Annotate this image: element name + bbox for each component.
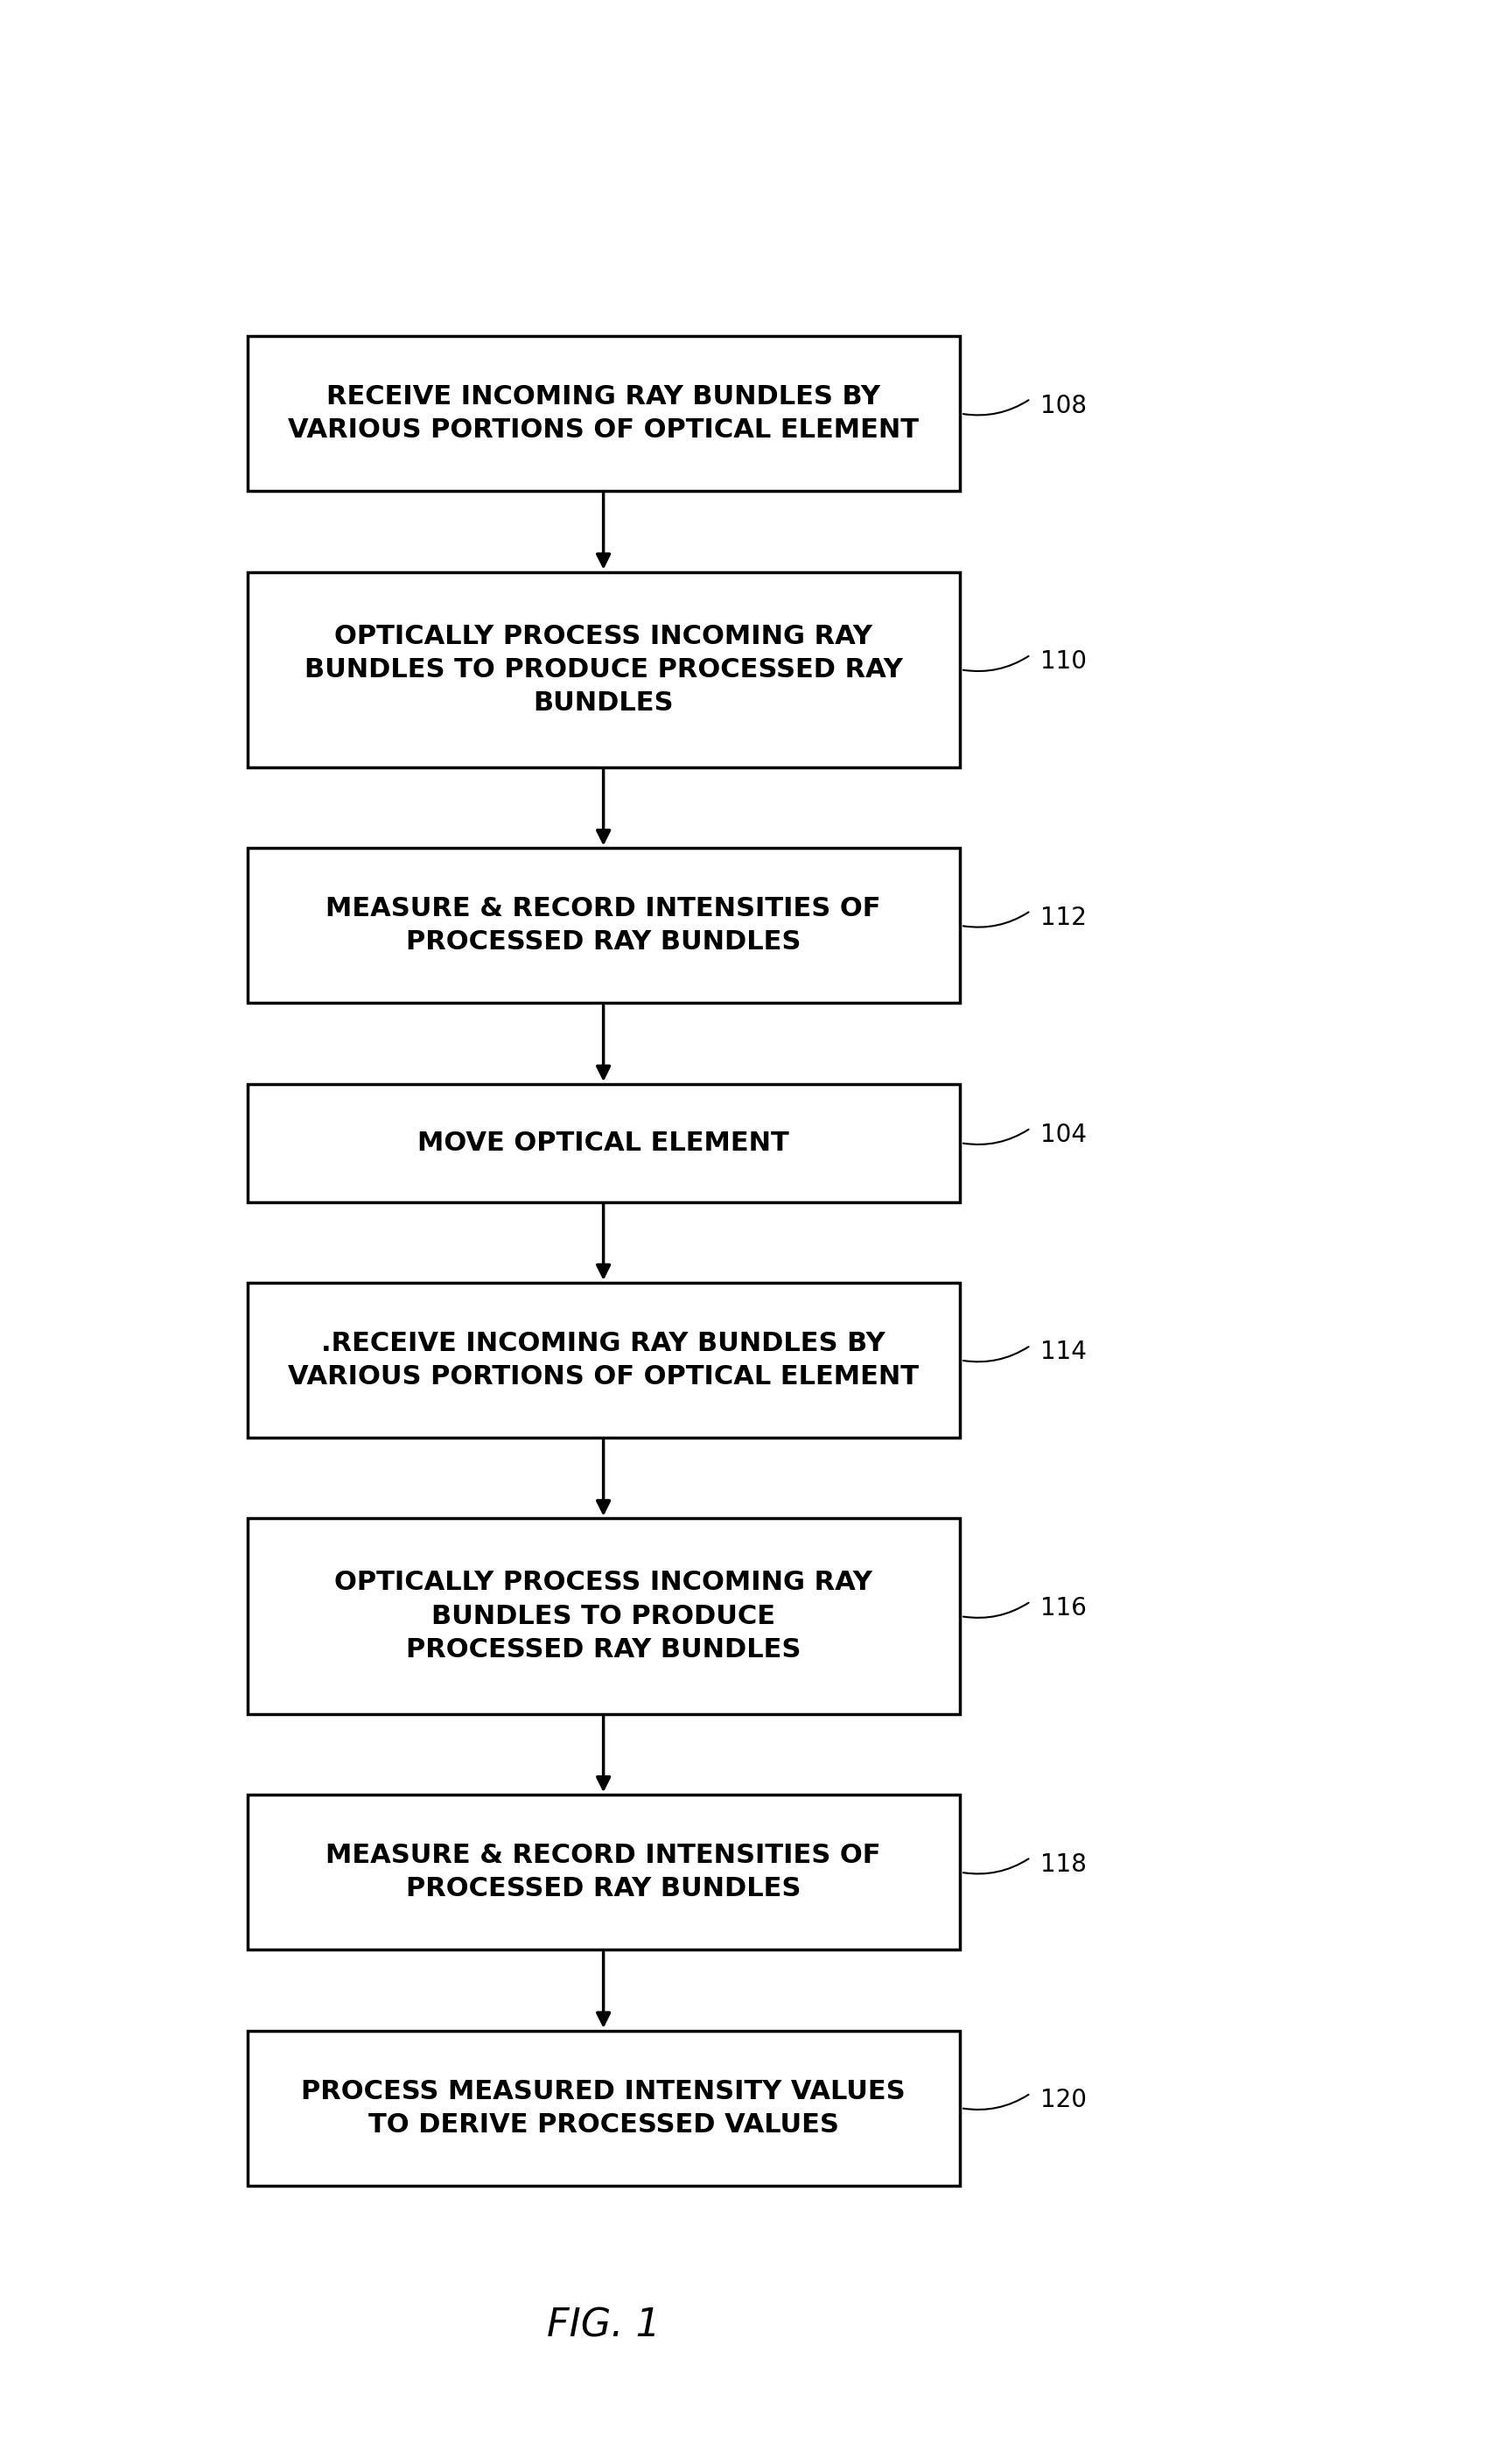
Text: 112: 112 <box>1041 904 1087 929</box>
Bar <box>248 1284 959 1437</box>
Text: 114: 114 <box>1041 1340 1087 1365</box>
Bar <box>248 572 959 766</box>
Bar <box>248 1084 959 1202</box>
Text: MEASURE & RECORD INTENSITIES OF
PROCESSED RAY BUNDLES: MEASURE & RECORD INTENSITIES OF PROCESSE… <box>327 1843 881 1902</box>
Bar <box>248 1794 959 1949</box>
Bar <box>248 2030 959 2186</box>
Text: .RECEIVE INCOMING RAY BUNDLES BY
VARIOUS PORTIONS OF OPTICAL ELEMENT: .RECEIVE INCOMING RAY BUNDLES BY VARIOUS… <box>288 1331 918 1390</box>
Text: OPTICALLY PROCESS INCOMING RAY
BUNDLES TO PRODUCE
PROCESSED RAY BUNDLES: OPTICALLY PROCESS INCOMING RAY BUNDLES T… <box>334 1570 872 1663</box>
Text: MOVE OPTICAL ELEMENT: MOVE OPTICAL ELEMENT <box>417 1131 789 1156</box>
Text: 116: 116 <box>1041 1597 1087 1621</box>
Text: 108: 108 <box>1041 394 1087 419</box>
Text: OPTICALLY PROCESS INCOMING RAY
BUNDLES TO PRODUCE PROCESSED RAY
BUNDLES: OPTICALLY PROCESS INCOMING RAY BUNDLES T… <box>304 623 902 715</box>
Bar <box>248 848 959 1003</box>
Bar <box>248 1518 959 1715</box>
Text: FIG. 1: FIG. 1 <box>547 2306 661 2343</box>
Text: 110: 110 <box>1041 650 1087 673</box>
Text: RECEIVE INCOMING RAY BUNDLES BY
VARIOUS PORTIONS OF OPTICAL ELEMENT: RECEIVE INCOMING RAY BUNDLES BY VARIOUS … <box>288 384 918 444</box>
Text: PROCESS MEASURED INTENSITY VALUES
TO DERIVE PROCESSED VALUES: PROCESS MEASURED INTENSITY VALUES TO DER… <box>301 2080 905 2136</box>
Bar <box>248 335 959 490</box>
Text: 118: 118 <box>1041 1853 1087 1878</box>
Text: 120: 120 <box>1041 2087 1087 2112</box>
Text: 104: 104 <box>1041 1124 1087 1148</box>
Text: MEASURE & RECORD INTENSITIES OF
PROCESSED RAY BUNDLES: MEASURE & RECORD INTENSITIES OF PROCESSE… <box>327 897 881 956</box>
